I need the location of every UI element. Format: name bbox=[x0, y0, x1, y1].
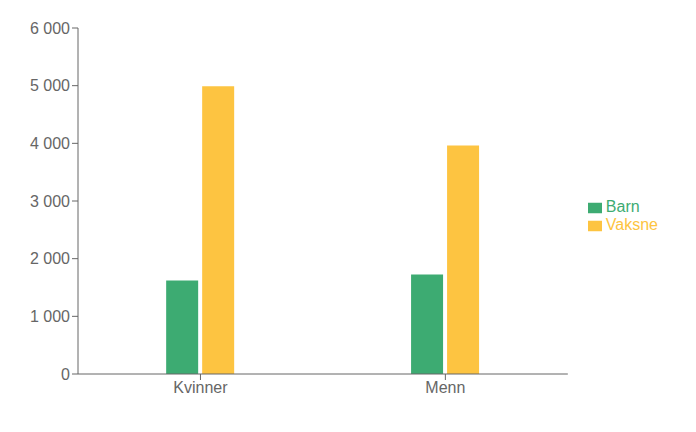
svg-text:Menn: Menn bbox=[425, 379, 465, 396]
html-text:Vaksne: Vaksne bbox=[605, 216, 658, 233]
svg-text:2 000: 2 000 bbox=[30, 250, 70, 267]
svg-text:3 000: 3 000 bbox=[30, 193, 70, 210]
svg-text:0: 0 bbox=[61, 366, 70, 383]
svg-text:4 000: 4 000 bbox=[30, 135, 70, 152]
html-text:Barn: Barn bbox=[605, 198, 640, 215]
svg-text:5 000: 5 000 bbox=[30, 77, 70, 94]
svg-text:6 000: 6 000 bbox=[30, 20, 70, 37]
svg-text:1 000: 1 000 bbox=[30, 308, 70, 325]
svg-text:Kvinner: Kvinner bbox=[173, 379, 228, 396]
